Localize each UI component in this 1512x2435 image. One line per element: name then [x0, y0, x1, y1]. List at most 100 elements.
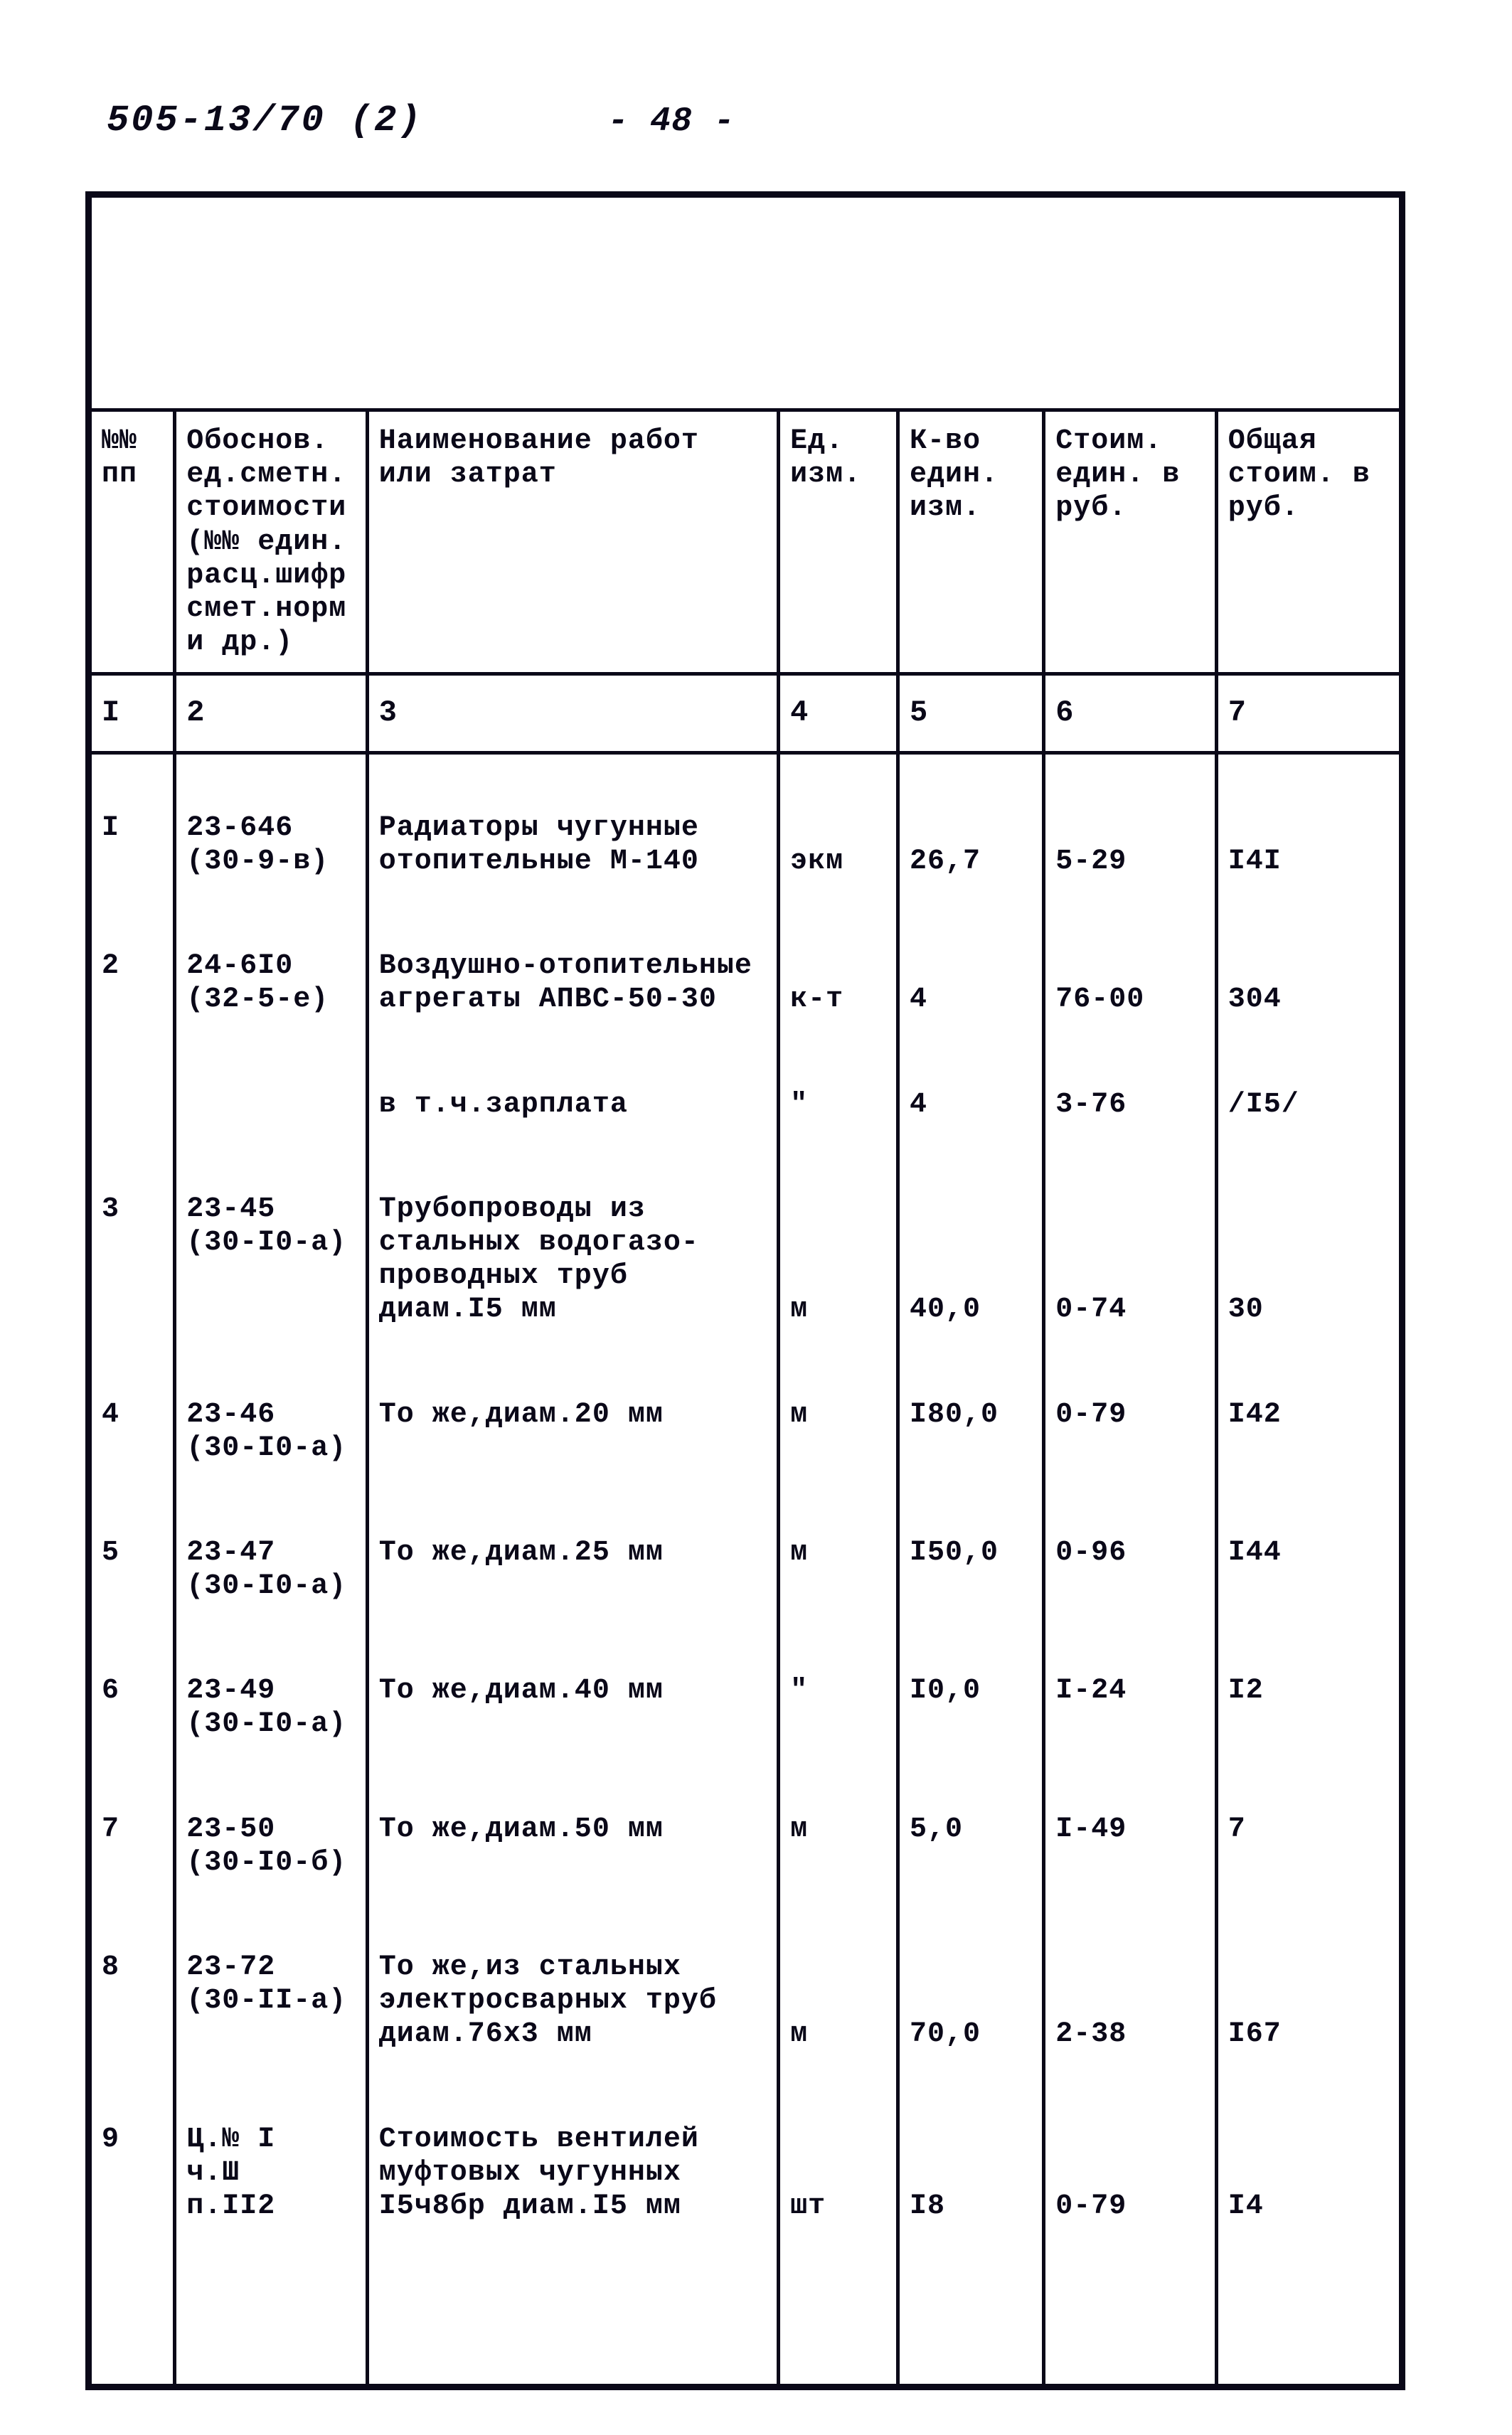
table-row: 723-50 (30-I0-б)То же,диам.50 ммм5,0I-49… — [89, 1806, 1402, 1887]
cell-price: 5-29 — [1044, 752, 1217, 885]
cell-qty: 4 — [898, 942, 1044, 1023]
cell-unit: " — [779, 1081, 898, 1129]
cell-unit: " — [779, 1667, 898, 1748]
cell-desc: Трубопроводы из стальных водогазо­провод… — [367, 1185, 778, 1334]
cell-price: 0-79 — [1044, 2116, 1217, 2231]
cell-total: I4 — [1216, 2116, 1402, 2231]
cell-number: 9 — [89, 2116, 175, 2231]
cell-unit: экм — [779, 752, 898, 885]
header-line: 505-13/70 (2) - 48 - — [107, 100, 1405, 142]
cell-qty: 4 — [898, 1081, 1044, 1129]
colnum-2: 2 — [175, 674, 368, 753]
cell-number: 2 — [89, 942, 175, 1023]
cell-code: 23-47 (30-I0-а) — [175, 1529, 368, 1610]
row-gap — [89, 2059, 1402, 2116]
cell-desc: Радиаторы чугунные отопительные М-140 — [367, 752, 778, 885]
colnum-7: 7 — [1216, 674, 1402, 753]
cell-total: 304 — [1216, 942, 1402, 1023]
cell-code: 24-6I0 (32-5-е) — [175, 942, 368, 1023]
colnum-1: I — [89, 674, 175, 753]
row-gap — [89, 1610, 1402, 1667]
row-gap — [89, 1887, 1402, 1944]
cell-total: I67 — [1216, 1944, 1402, 2059]
col-header-basis: Обоснов. ед.сметн. стоимости (№№ един. р… — [175, 410, 368, 674]
table-row: 823-72 (30-II-а)То же,из стальных электр… — [89, 1944, 1402, 2059]
col-header-unit: Ед. изм. — [779, 410, 898, 674]
document-reference: 505-13/70 (2) — [107, 100, 423, 142]
col-header-number: №№ пп — [89, 410, 175, 674]
page: 505-13/70 (2) - 48 - №№ пп Обоснов. ед.с… — [0, 0, 1512, 2435]
col-header-qty: К-во един. изм. — [898, 410, 1044, 674]
cell-desc: То же,диам.20 мм — [367, 1391, 778, 1472]
cell-price: I-49 — [1044, 1806, 1217, 1887]
cell-total: I2 — [1216, 1667, 1402, 1748]
page-number: - 48 - — [608, 102, 735, 141]
cell-desc: То же,диам.25 мм — [367, 1529, 778, 1610]
cell-qty: 5,0 — [898, 1806, 1044, 1887]
cell-total: 30 — [1216, 1185, 1402, 1334]
table-header-row: №№ пп Обоснов. ед.сметн. стоимости (№№ е… — [89, 410, 1402, 674]
table-row: 623-49 (30-I0-а)То же,диам.40 мм"I0,0I-2… — [89, 1667, 1402, 1748]
table-row: 323-45 (30-I0-а)Трубопроводы из стальных… — [89, 1185, 1402, 1334]
cell-number: 3 — [89, 1185, 175, 1334]
cell-number: 8 — [89, 1944, 175, 2059]
estimate-table: №№ пп Обоснов. ед.сметн. стоимости (№№ е… — [85, 191, 1405, 2390]
row-gap — [89, 1334, 1402, 1391]
cell-number: 5 — [89, 1529, 175, 1610]
row-gap — [89, 1472, 1402, 1529]
cell-code: 23-45 (30-I0-а) — [175, 1185, 368, 1334]
cell-qty: I0,0 — [898, 1667, 1044, 1748]
cell-price: 0-96 — [1044, 1529, 1217, 1610]
cell-total: /I5/ — [1216, 1081, 1402, 1129]
cell-code: 23-646 (30-9-в) — [175, 752, 368, 885]
cell-code: 23-72 (30-II-а) — [175, 1944, 368, 2059]
table-bottom-spacer — [89, 2287, 1402, 2387]
colnum-3: 3 — [367, 674, 778, 753]
cell-qty: 40,0 — [898, 1185, 1044, 1334]
cell-price: I-24 — [1044, 1667, 1217, 1748]
row-gap — [89, 1749, 1402, 1806]
row-gap — [89, 1129, 1402, 1185]
cell-number: 7 — [89, 1806, 175, 1887]
table-row: 9Ц.№ I ч.Ш п.II2Стоимость вентилей муфто… — [89, 2116, 1402, 2231]
colnum-4: 4 — [779, 674, 898, 753]
cell-total: I4I — [1216, 752, 1402, 885]
cell-desc: То же,диам.40 мм — [367, 1667, 778, 1748]
table-row: 523-47 (30-I0-а)То же,диам.25 мммI50,00-… — [89, 1529, 1402, 1610]
cell-code: 23-50 (30-I0-б) — [175, 1806, 368, 1887]
cell-unit: шт — [779, 2116, 898, 2231]
table-top-spacer — [89, 195, 1402, 410]
cell-total: 7 — [1216, 1806, 1402, 1887]
cell-unit: м — [779, 1391, 898, 1472]
column-numbers-row: I 2 3 4 5 6 7 — [89, 674, 1402, 753]
cell-qty: I50,0 — [898, 1529, 1044, 1610]
cell-price: 76-00 — [1044, 942, 1217, 1023]
cell-code: 23-46 (30-I0-а) — [175, 1391, 368, 1472]
row-gap — [89, 885, 1402, 942]
cell-price: 3-76 — [1044, 1081, 1217, 1129]
cell-unit: к-т — [779, 942, 898, 1023]
cell-number: 6 — [89, 1667, 175, 1748]
table-row: I23-646 (30-9-в)Радиаторы чугунные отопи… — [89, 752, 1402, 885]
cell-total: I42 — [1216, 1391, 1402, 1472]
cell-unit: м — [779, 1185, 898, 1334]
cell-code — [175, 1081, 368, 1129]
row-gap — [89, 2230, 1402, 2287]
cell-desc: Стоимость вентилей муфтовых чугунных I5ч… — [367, 2116, 778, 2231]
table-row: 224-6I0 (32-5-е)Воздушно-отопитель­ные а… — [89, 942, 1402, 1023]
cell-qty: I80,0 — [898, 1391, 1044, 1472]
cell-price: 0-74 — [1044, 1185, 1217, 1334]
cell-code: 23-49 (30-I0-а) — [175, 1667, 368, 1748]
cell-number: 4 — [89, 1391, 175, 1472]
table-body: I23-646 (30-9-в)Радиаторы чугунные отопи… — [89, 752, 1402, 2287]
cell-qty: 26,7 — [898, 752, 1044, 885]
cell-total: I44 — [1216, 1529, 1402, 1610]
cell-unit: м — [779, 1529, 898, 1610]
cell-desc: То же,диам.50 мм — [367, 1806, 778, 1887]
cell-unit: м — [779, 1806, 898, 1887]
table-row: в т.ч.зарплата"43-76/I5/ — [89, 1081, 1402, 1129]
cell-unit: м — [779, 1944, 898, 2059]
cell-desc: То же,из стальных электросварных труб ди… — [367, 1944, 778, 2059]
cell-price: 0-79 — [1044, 1391, 1217, 1472]
table-row: 423-46 (30-I0-а)То же,диам.20 мммI80,00-… — [89, 1391, 1402, 1472]
